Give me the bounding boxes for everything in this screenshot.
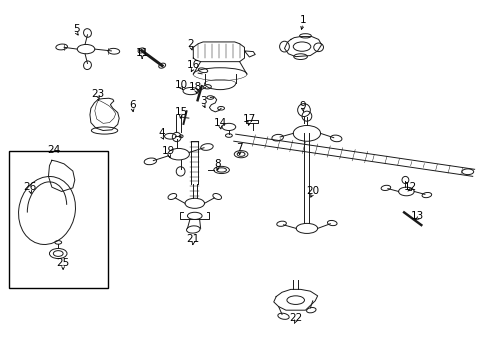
Text: 7: 7 [236,143,243,153]
Text: 18: 18 [189,82,202,92]
Text: 1: 1 [299,15,305,26]
Text: 12: 12 [403,182,416,192]
Text: 15: 15 [174,107,187,117]
Text: 9: 9 [299,102,305,112]
Text: 20: 20 [305,186,319,196]
Text: 19: 19 [162,146,175,156]
Text: 23: 23 [91,89,104,99]
Text: 5: 5 [73,24,80,35]
Text: 6: 6 [129,100,135,110]
Bar [9,151,108,288]
Text: 24: 24 [48,144,61,154]
Text: 13: 13 [410,211,424,221]
Text: 4: 4 [158,129,164,138]
Text: 14: 14 [213,118,226,128]
Text: 3: 3 [199,96,206,106]
Text: 8: 8 [214,159,221,169]
Text: 16: 16 [186,60,200,70]
Text: 11: 11 [135,48,148,58]
Text: 21: 21 [186,234,200,244]
Text: 26: 26 [23,182,37,192]
Text: 25: 25 [57,258,70,268]
Text: 22: 22 [288,313,302,323]
Text: 17: 17 [242,114,256,124]
Text: 10: 10 [174,80,187,90]
Text: 2: 2 [187,39,194,49]
